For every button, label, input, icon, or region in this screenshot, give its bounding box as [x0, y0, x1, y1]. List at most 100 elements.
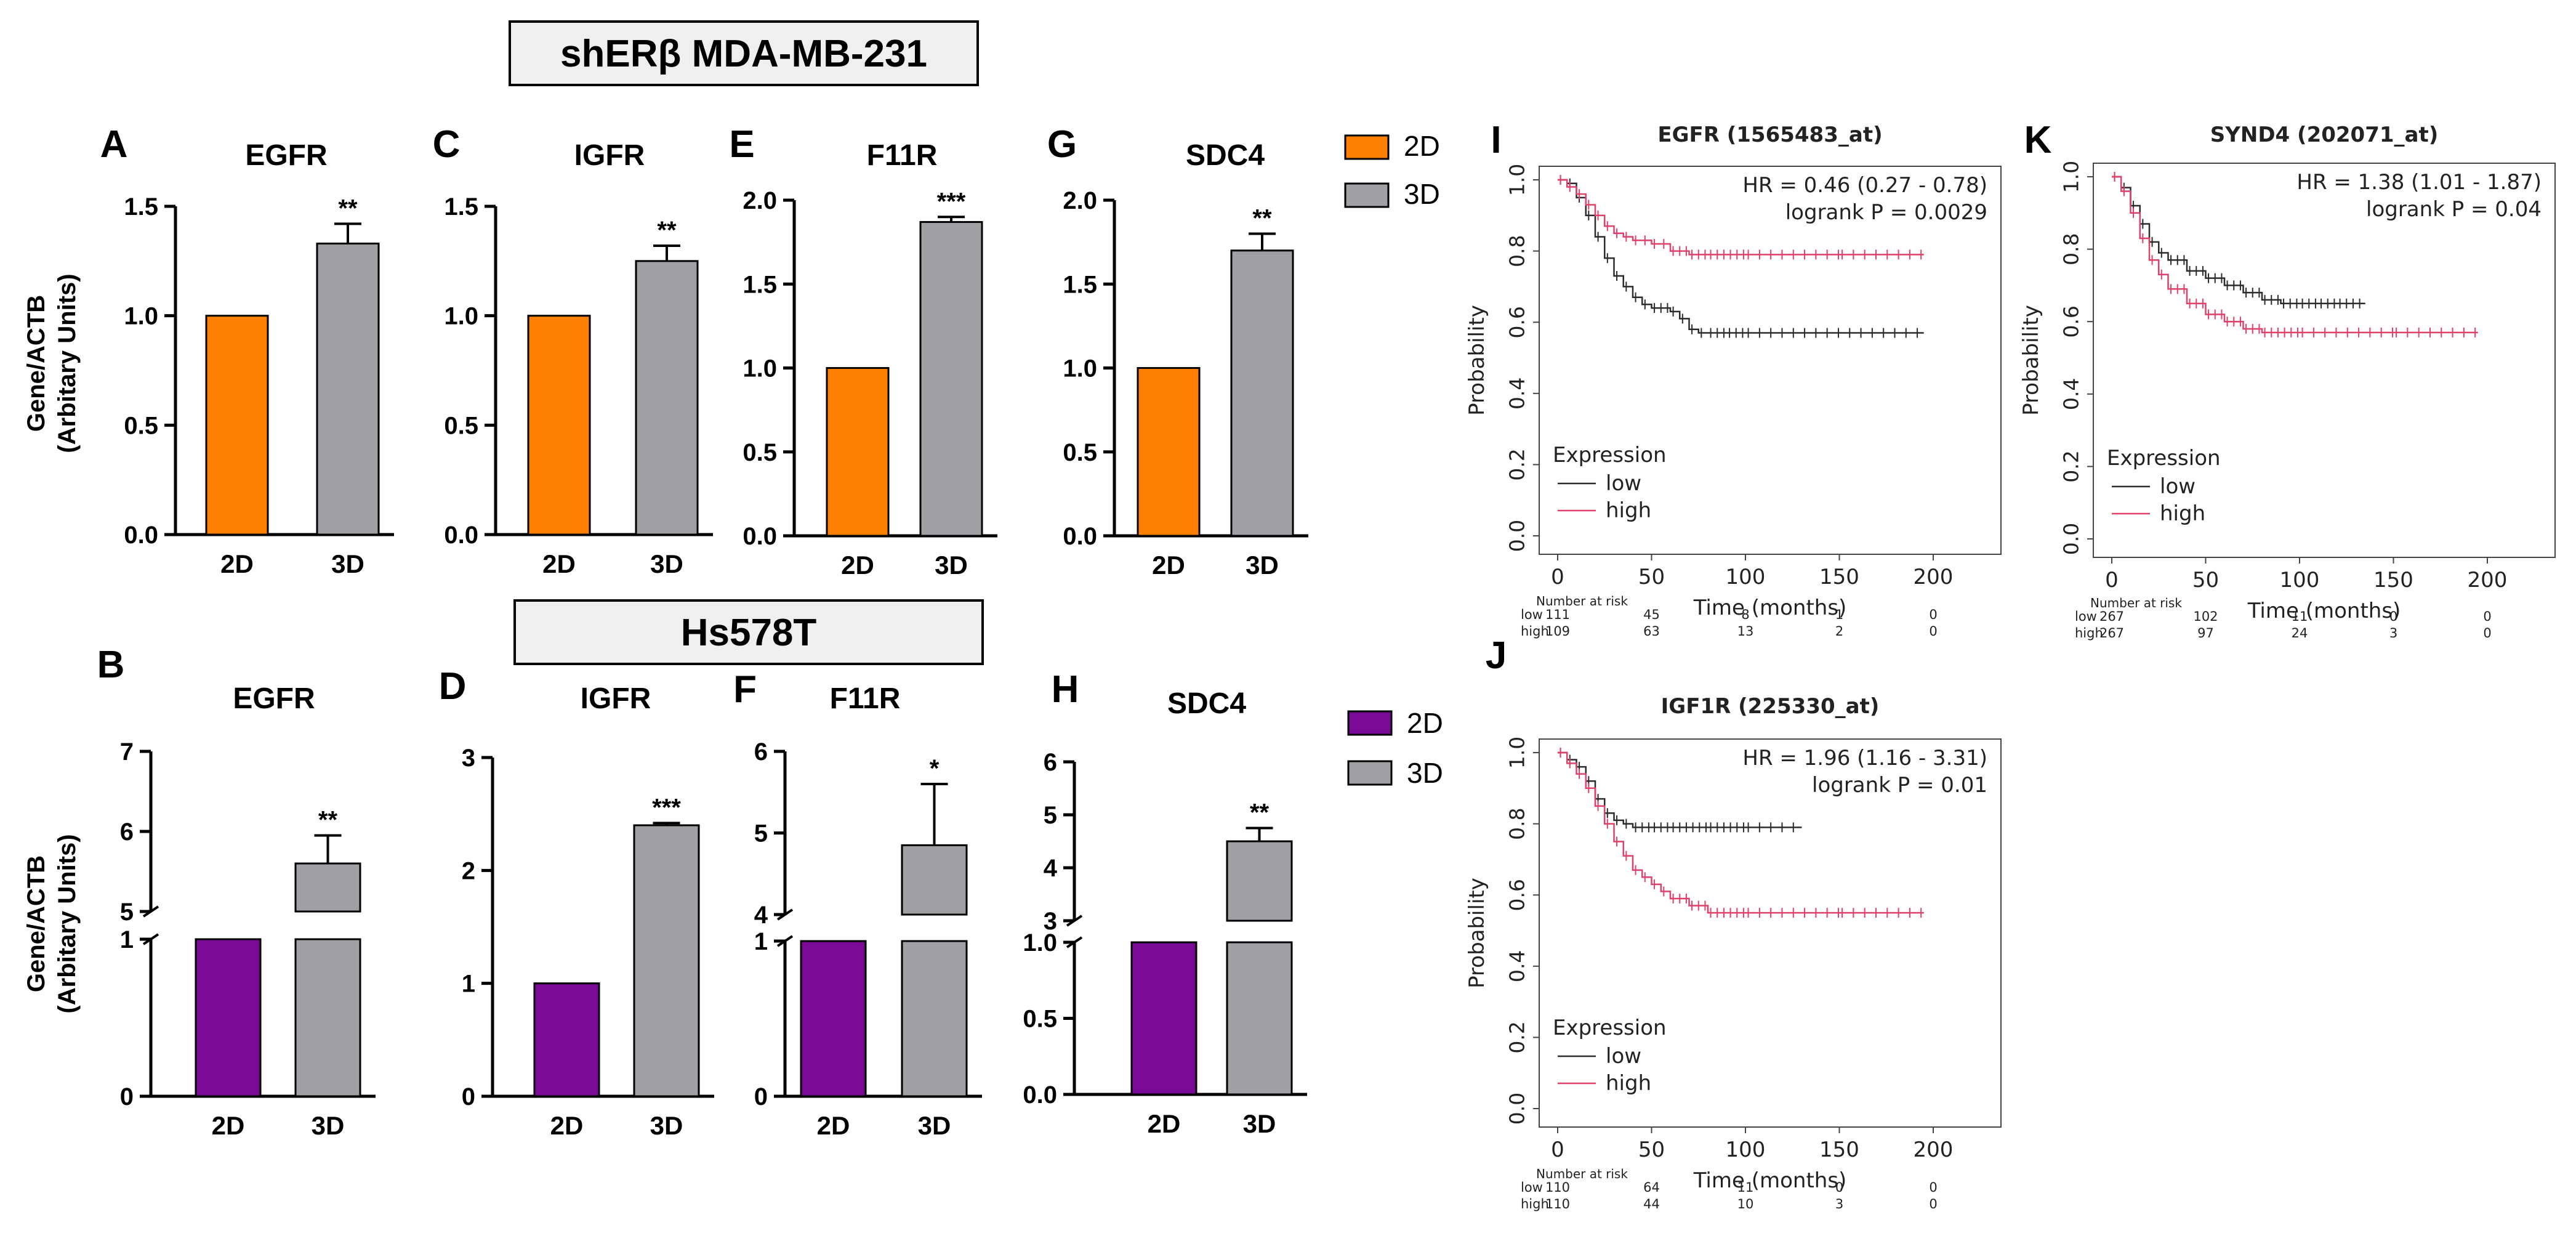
bar-3d	[1226, 941, 1293, 1096]
risk-cell: 8	[1741, 607, 1749, 622]
chart-title: F11R	[830, 682, 901, 715]
panel-letter-g: G	[1047, 123, 1077, 166]
x-tick-label: 2D	[1152, 551, 1185, 580]
x-axis-label: Time (months)	[1693, 1168, 1847, 1193]
y-tick-label: 0.5	[444, 412, 478, 439]
x-tick-label: 50	[1638, 565, 1665, 589]
panel-letter-f: F	[733, 668, 757, 711]
x-tick-label: 0	[2105, 568, 2119, 592]
risk-cell: 11	[1737, 1180, 1754, 1195]
panel-letter-h: H	[1052, 668, 1079, 711]
y-tick-label: 0.2	[1505, 448, 1529, 480]
bar-3d-upper	[901, 844, 968, 916]
chart-title: SDC4	[1167, 687, 1246, 720]
y-tick-label: 3	[1044, 908, 1057, 935]
y-tick-label: 0.8	[2059, 233, 2083, 265]
risk-cell: 24	[2292, 626, 2308, 641]
legend-top-swatch-3d	[1344, 182, 1390, 208]
legend-label-low: low	[1606, 471, 1641, 496]
risk-cell: 44	[1643, 1197, 1660, 1211]
y-tick-label: 1.0	[1505, 164, 1529, 196]
significance-label: ***	[652, 794, 681, 821]
ylabel-top: Gene/ACTB (Arbitary Units)	[23, 273, 81, 453]
panel-letter-i: I	[1491, 119, 1501, 161]
legend-label-high: high	[1606, 498, 1651, 523]
y-tick-label: 5	[120, 899, 134, 926]
y-tick-label: 4	[754, 902, 768, 929]
bar-2d	[195, 938, 262, 1097]
x-tick-label: 200	[2468, 568, 2508, 592]
bar-2d	[1130, 941, 1197, 1096]
x-tick-label: 3D	[1243, 1109, 1276, 1138]
legend-label-high: high	[1606, 1071, 1651, 1096]
y-tick-label: 0.0	[1023, 1081, 1057, 1109]
y-tick-label: 3	[462, 745, 475, 772]
y-tick-label: 1	[754, 928, 768, 955]
chart-title: EGFR (1565483_at)	[1657, 123, 1882, 147]
y-tick-label: 0	[120, 1083, 134, 1110]
risk-cell: 0	[2389, 609, 2397, 624]
survival-curve-low	[2112, 176, 2365, 305]
chart-title: IGF1R (225330_at)	[1661, 694, 1880, 719]
y-tick-label: 1.5	[743, 271, 777, 298]
bar-2d	[1137, 367, 1201, 537]
plot-frame	[2093, 163, 2556, 558]
risk-cell: 0	[1835, 1180, 1843, 1195]
bar-chart-f: F F11R 0 14 5 6 2D * 3D	[733, 668, 982, 1140]
y-tick-label: 6	[754, 738, 768, 766]
x-tick-label: 100	[1726, 565, 1766, 589]
risk-table-header: Number at risk	[2090, 596, 2182, 610]
legend-title: Expression	[1553, 1016, 1667, 1040]
banner-middle-text: Hs578T	[681, 612, 817, 654]
x-tick-label: 50	[2192, 568, 2219, 592]
risk-cell: 10	[1737, 1197, 1754, 1211]
risk-cell: 0	[2483, 626, 2491, 641]
bar-chart-d: D IGFR 0 1 2 3 2D *** 3D	[439, 665, 714, 1140]
y-tick-label: 0.0	[1505, 520, 1529, 552]
y-tick-label: 0.0	[1505, 1093, 1529, 1125]
survival-curve-high	[1558, 751, 1924, 914]
y-tick-label: 6	[120, 819, 134, 846]
x-tick-label: 0	[1551, 1138, 1564, 1162]
x-tick-label: 3D	[650, 1111, 683, 1140]
legend-bottom-swatch-3d	[1347, 760, 1393, 786]
y-tick-label: 0.6	[1505, 306, 1529, 338]
y-tick-label: 1.5	[1063, 271, 1097, 298]
legend-top-label-2d: 2D	[1404, 130, 1440, 162]
bar-chart-a: A EGFR 0.0 0.5 1.0 1.5 2D ** 3D	[100, 123, 394, 578]
risk-cell: 111	[1545, 607, 1570, 622]
y-tick-label: 1.0	[1023, 929, 1057, 956]
x-tick-label: 2D	[817, 1111, 850, 1140]
x-tick-label: 150	[2373, 568, 2413, 592]
risk-cell: 3	[2389, 626, 2397, 641]
survival-curve-high	[1558, 179, 1924, 256]
y-tick-label: 0.0	[743, 523, 777, 550]
y-tick-label: 1.0	[2059, 161, 2083, 193]
panel-letter-d: D	[439, 665, 467, 708]
chart-title: F11R	[867, 139, 938, 172]
significance-label: **	[657, 217, 677, 244]
y-tick-label: 1.5	[444, 193, 478, 220]
km-chart-i: I EGFR (1565483_at) 0.0 0.2 0.4 0.6 0.8 1.0 0 50 1…	[1465, 119, 2002, 639]
risk-row-label: low	[1521, 607, 1543, 622]
x-tick-label: 150	[1819, 565, 1859, 589]
risk-cell: 0	[2483, 609, 2491, 624]
bar-3d	[919, 220, 983, 537]
risk-table-header: Number at risk	[1536, 1166, 1628, 1181]
risk-cell: 267	[2099, 626, 2124, 641]
y-tick-label: 7	[120, 738, 134, 766]
significance-label: **	[1252, 205, 1272, 232]
bar-3d-upper	[1226, 840, 1293, 922]
y-tick-label: 1	[120, 926, 134, 953]
risk-cell: 0	[1929, 1180, 1937, 1195]
y-tick-label: 0	[754, 1083, 768, 1110]
bar-chart-e: E F11R 0.0 0.5 1.0 1.5 2.0 2D *** 3D	[729, 123, 997, 580]
risk-cell: 2	[1835, 624, 1843, 639]
risk-cell: 109	[1545, 624, 1570, 639]
panel-letter-e: E	[729, 123, 754, 166]
bar-chart-g: G SDC4 0.0 0.5 1.0 1.5 2.0 2D ** 3D	[1047, 123, 1308, 580]
significance-label: **	[1250, 799, 1270, 827]
risk-cell: 110	[1545, 1180, 1570, 1195]
hazard-ratio-text: HR = 0.46 (0.27 - 0.78)	[1742, 173, 1987, 198]
